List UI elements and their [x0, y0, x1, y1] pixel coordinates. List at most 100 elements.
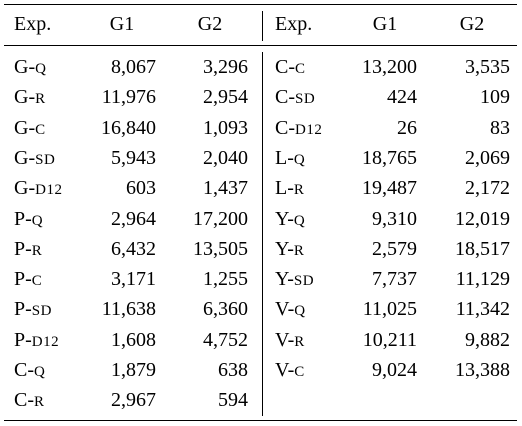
exp-cell: P-SD	[14, 295, 52, 323]
exp-cell: P-Q	[14, 205, 43, 233]
g1-cell: 1,608	[111, 328, 156, 351]
g2-cell: 6,360	[203, 298, 248, 321]
exp-cell: G-C	[14, 114, 46, 142]
g2-cell: 1,255	[203, 268, 248, 291]
g1-cell: 3,171	[111, 268, 156, 291]
exp-suffix: D12	[31, 333, 60, 350]
exp-prefix: G-	[14, 56, 36, 78]
g2-cell: 2,069	[465, 146, 510, 169]
g2-cell: 11,129	[455, 268, 510, 291]
exp-cell: C-R	[14, 386, 45, 414]
exp-cell: Y-R	[275, 235, 304, 263]
g1-cell: 7,737	[372, 268, 417, 291]
exp-prefix: P-	[14, 207, 32, 230]
g2-cell: 9,882	[465, 328, 510, 351]
g1-cell: 9,024	[372, 359, 417, 381]
g2-cell: 18,517	[455, 237, 510, 260]
exp-suffix: R	[293, 242, 305, 259]
exp-suffix: C	[31, 273, 43, 290]
exp-suffix: Q	[31, 212, 44, 229]
g2-cell: 3,535	[465, 56, 510, 78]
g2-cell: 4,752	[203, 328, 248, 351]
exp-suffix: C	[35, 121, 46, 138]
table-header-rule	[4, 45, 517, 46]
exp-prefix: P-	[14, 328, 32, 351]
exp-suffix: C	[295, 61, 306, 77]
exp-cell: G-Q	[14, 53, 46, 81]
exp-prefix: C-	[14, 389, 34, 412]
exp-prefix: L-	[275, 146, 294, 169]
exp-cell: P-D12	[14, 326, 59, 354]
g1-cell: 18,765	[362, 146, 417, 169]
exp-prefix: L-	[275, 177, 294, 200]
exp-prefix: G-	[14, 177, 36, 200]
exp-suffix: Q	[293, 212, 306, 229]
exp-cell: G-R	[14, 83, 46, 111]
g1-cell: 16,840	[101, 116, 156, 139]
g1-cell: 6,432	[111, 237, 156, 260]
g1-cell: 11,638	[101, 298, 156, 321]
exp-cell: C-D12	[275, 114, 322, 142]
exp-cell: P-R	[14, 235, 42, 263]
exp-prefix: G-	[14, 146, 36, 169]
exp-cell: G-D12	[14, 174, 62, 202]
exp-suffix: SD	[293, 273, 315, 290]
exp-prefix: Y-	[275, 268, 294, 291]
g1-cell: 11,025	[362, 298, 417, 321]
g1-cell: 13,200	[362, 56, 417, 78]
header-g2-left: G2	[197, 13, 223, 35]
g2-cell: 17,200	[193, 207, 248, 230]
g2-cell: 13,505	[193, 237, 248, 260]
exp-prefix: C-	[275, 56, 295, 78]
exp-suffix: R	[294, 333, 305, 350]
exp-prefix: P-	[14, 268, 32, 291]
exp-prefix: C-	[14, 359, 34, 381]
exp-prefix: C-	[275, 116, 295, 139]
exp-cell: C-Q	[14, 356, 45, 384]
header-exp-right: Exp.	[275, 13, 313, 35]
g1-cell: 2,964	[111, 207, 156, 230]
exp-cell: C-SD	[275, 83, 315, 111]
g1-cell: 11,976	[101, 86, 156, 109]
exp-suffix: SD	[31, 303, 52, 320]
g2-cell: 1,093	[203, 116, 248, 139]
exp-cell: V-Q	[275, 295, 306, 323]
exp-cell: Y-Q	[275, 205, 305, 233]
exp-cell: L-Q	[275, 144, 305, 172]
exp-suffix: D12	[295, 121, 323, 138]
g2-cell: 2,954	[203, 86, 248, 109]
exp-prefix: Y-	[275, 237, 294, 260]
g1-cell: 2,579	[372, 237, 417, 260]
exp-cell: V-C	[275, 356, 305, 384]
g2-cell: 13,388	[455, 359, 510, 381]
g2-cell: 594	[218, 389, 248, 412]
g1-cell: 1,879	[111, 359, 156, 381]
exp-suffix: Q	[35, 61, 47, 77]
g1-cell: 8,067	[111, 56, 156, 78]
g1-cell: 26	[397, 116, 417, 139]
exp-prefix: G-	[14, 86, 36, 109]
g2-cell: 2,040	[203, 146, 248, 169]
exp-suffix: D12	[35, 182, 63, 199]
exp-suffix: Q	[294, 303, 306, 320]
table-top-rule	[4, 4, 517, 6]
exp-prefix: P-	[14, 237, 32, 260]
exp-suffix: Q	[34, 364, 46, 380]
header-g1-left: G1	[109, 13, 135, 35]
exp-cell: Y-SD	[275, 265, 314, 293]
exp-prefix: P-	[14, 298, 32, 321]
g1-cell: 424	[387, 86, 417, 109]
exp-suffix: R	[35, 91, 46, 108]
exp-cell: V-R	[275, 326, 305, 354]
exp-prefix: G-	[14, 116, 36, 139]
header-exp-left: Exp.	[14, 13, 52, 35]
exp-suffix: SD	[35, 151, 56, 168]
g2-cell: 638	[218, 359, 248, 381]
exp-prefix: V-	[275, 298, 295, 321]
g1-cell: 19,487	[362, 177, 417, 200]
header-g2-right: G2	[459, 13, 485, 35]
exp-cell: G-SD	[14, 144, 55, 172]
header-g1-right: G1	[372, 13, 398, 35]
exp-prefix: C-	[275, 86, 295, 109]
table-bottom-rule	[4, 420, 517, 422]
